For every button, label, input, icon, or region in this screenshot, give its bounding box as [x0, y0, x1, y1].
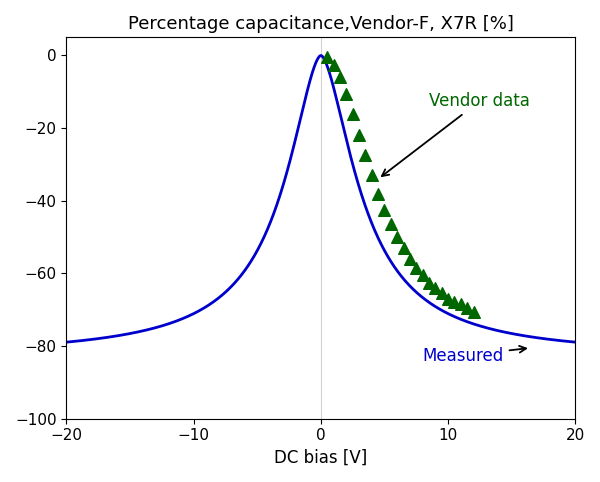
Point [373, 189, 383, 197]
Point [399, 244, 409, 252]
Title: Percentage capacitance,Vendor-F, X7R [%]: Percentage capacitance,Vendor-F, X7R [%] [128, 15, 514, 33]
Point [361, 151, 370, 159]
Point [412, 264, 421, 272]
Point [354, 132, 364, 139]
Point [449, 299, 459, 307]
Point [431, 284, 440, 292]
Point [456, 300, 466, 308]
Point [367, 172, 377, 179]
Point [424, 279, 434, 286]
Text: Vendor data: Vendor data [382, 93, 530, 176]
Text: Measured: Measured [422, 346, 526, 364]
Point [437, 290, 446, 297]
X-axis label: DC bias [V]: DC bias [V] [274, 449, 367, 467]
Point [386, 221, 395, 228]
Point [469, 308, 478, 315]
Point [329, 61, 338, 68]
Point [335, 73, 345, 81]
Point [392, 233, 402, 241]
Point [463, 304, 472, 312]
Point [348, 110, 358, 118]
Point [322, 54, 332, 61]
Point [341, 90, 351, 97]
Point [405, 255, 415, 263]
Point [380, 206, 389, 214]
Point [418, 271, 427, 279]
Point [443, 295, 453, 303]
